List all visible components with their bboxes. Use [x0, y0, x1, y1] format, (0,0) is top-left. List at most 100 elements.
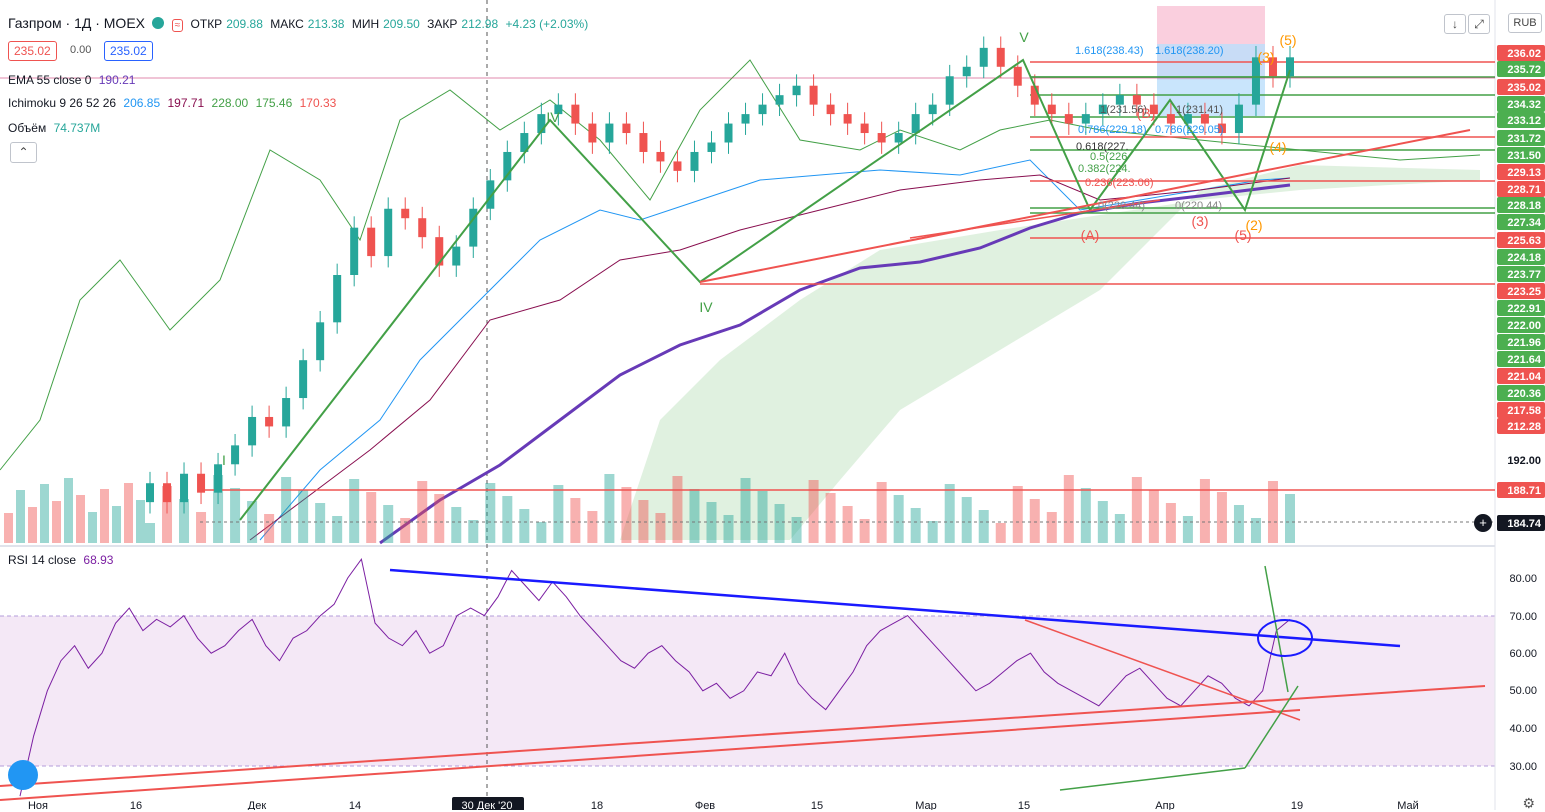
volume-bar: [124, 483, 133, 543]
trend-line-minor: [909, 199, 1161, 239]
volume-bar: [332, 516, 343, 543]
wave-label: (B): [1137, 105, 1156, 121]
time-axis-tick: 30 Дек '20: [461, 800, 512, 810]
candle-body: [1098, 104, 1107, 115]
candle-body: [1217, 123, 1226, 134]
price-tag-text: 235.02: [1507, 82, 1541, 94]
price-tag-text: 192.00: [1507, 455, 1541, 467]
wave-label: (4): [1269, 139, 1286, 155]
fib-level-label: 1(231.41): [1176, 104, 1223, 116]
price-tag-text: 236.02: [1507, 48, 1541, 60]
time-axis-tick: Дек: [248, 800, 267, 810]
price-tag: [1497, 181, 1545, 197]
fib-level-label: 0.786(229.18): [1078, 124, 1147, 136]
volume-bar: [281, 477, 292, 543]
candle-body: [843, 114, 852, 124]
volume-bar: [587, 511, 598, 543]
volume-bar: [400, 518, 411, 543]
volume-bar: [264, 514, 275, 543]
price-tag-text: 220.36: [1507, 388, 1541, 400]
candle-body: [1081, 114, 1090, 124]
fib-level-label: 0.786(229.05): [1155, 124, 1224, 136]
price-axis: 236.02 235.72 235.02 234.32 233.12 231.72 231.…: [1497, 45, 1545, 773]
candle-body: [775, 95, 784, 105]
rsi-legend[interactable]: RSI 14 close 68.93: [8, 553, 117, 567]
candle-body: [826, 104, 835, 115]
crosshair-date-tag: [452, 797, 524, 810]
candle-body: [605, 123, 614, 143]
ema-label: EMA 55 close 0: [8, 73, 92, 87]
price-tag-text: 229.13: [1507, 167, 1541, 179]
symbol-label[interactable]: Газпром · 1Д · MOEX: [8, 15, 145, 31]
rsi-axis-tick: 70.00: [1509, 611, 1537, 623]
volume-bar: [774, 504, 785, 543]
volume-bar: [910, 508, 921, 543]
volume-bar: [1182, 516, 1193, 543]
candle-body: [979, 47, 988, 67]
candle-body: [333, 275, 342, 323]
candle-body: [1013, 66, 1022, 86]
volume-bar: [451, 507, 462, 543]
time-axis-tick: Ноя: [28, 800, 48, 810]
settings-icon[interactable]: ⚙: [1522, 795, 1535, 811]
volume-bar: [468, 520, 479, 543]
volume-bar: [1029, 499, 1040, 543]
volume-bar: [689, 489, 700, 543]
candle-body: [1200, 114, 1209, 124]
volume-bar: [859, 519, 870, 543]
price-tag: [1497, 283, 1545, 299]
candle-body: [486, 180, 495, 209]
volume-bar: [1216, 492, 1227, 543]
add-alert-button[interactable]: +: [1474, 514, 1492, 532]
volume-bar: [485, 483, 496, 543]
volume-bar: [638, 500, 649, 543]
candle-body: [741, 114, 750, 124]
fullscreen-button[interactable]: ⤢: [1468, 14, 1490, 34]
buy-price-box[interactable]: 235.02: [104, 41, 153, 61]
candle-body: [418, 218, 427, 238]
volume-bar: [740, 478, 751, 543]
rsi-green-line-2: [1244, 685, 1299, 769]
rsi-axis-tick: 80.00: [1509, 573, 1537, 585]
price-tag: [1497, 317, 1545, 333]
price-tag: [1497, 45, 1545, 61]
currency-badge[interactable]: RUB: [1508, 13, 1542, 33]
tv-logo-icon[interactable]: [8, 760, 38, 790]
rsi-highlight-circle: [1257, 619, 1313, 657]
price-tag: [1497, 266, 1545, 282]
price-tag: [1497, 402, 1545, 418]
ichimoku-legend[interactable]: Ichimoku 9 26 52 26 206.85 197.71 228.00…: [8, 96, 340, 110]
time-axis-tick: 15: [1018, 800, 1030, 810]
candle-body: [588, 123, 597, 143]
candle-body: [911, 114, 920, 134]
price-tag: [1497, 147, 1545, 163]
volume-bar: [842, 506, 853, 543]
price-tag-text: 224.18: [1507, 252, 1541, 264]
plus-icon: +: [1479, 515, 1487, 530]
volume-legend[interactable]: Объём 74.737M: [8, 121, 104, 135]
ichimoku-cloud: [0, 59, 1481, 545]
kijun-line: [249, 174, 1291, 541]
candle-body: [877, 133, 886, 143]
volume-bar: [1114, 514, 1125, 543]
price-tag-text: 221.64: [1507, 354, 1542, 366]
price-tag: [1497, 61, 1545, 77]
rsi-green-line: [1264, 565, 1289, 693]
compare-icon[interactable]: ≈: [171, 19, 184, 32]
sell-price-box[interactable]: 235.02: [8, 41, 57, 61]
volume-bar: [553, 485, 564, 543]
candle-body: [1030, 85, 1039, 105]
scroll-down-button[interactable]: ↓: [1444, 14, 1466, 34]
volume-bar: [876, 482, 887, 543]
collapse-indicators-button[interactable]: ⌃: [10, 142, 37, 163]
volume-bar: [349, 479, 360, 543]
price-tag-text: 217.58: [1507, 405, 1541, 417]
volume-bar: [100, 489, 109, 543]
high-label: МАКС: [270, 17, 304, 31]
fib-level-label: 1(231.56): [1100, 104, 1147, 116]
volume-bar: [40, 484, 49, 543]
price-tag: [1497, 249, 1545, 265]
ema-legend[interactable]: EMA 55 close 0 190.21: [8, 73, 139, 87]
fib-level-label: 0(220.44): [1175, 200, 1222, 212]
